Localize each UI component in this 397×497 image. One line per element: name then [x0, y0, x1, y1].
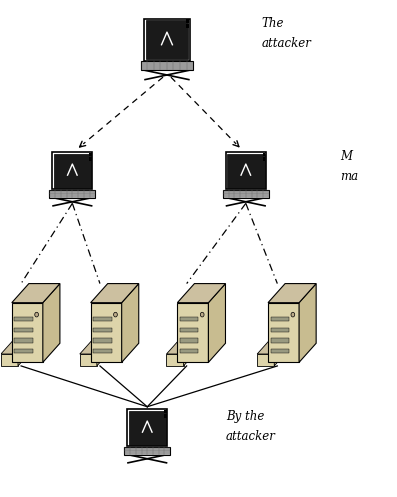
Bar — [270, 338, 289, 342]
Polygon shape — [166, 340, 195, 354]
Bar — [93, 328, 112, 332]
Polygon shape — [121, 284, 139, 362]
Bar — [227, 154, 264, 188]
Bar — [180, 328, 198, 332]
Circle shape — [35, 312, 39, 317]
Bar — [14, 328, 33, 332]
Polygon shape — [268, 303, 299, 362]
Bar — [52, 152, 92, 189]
Polygon shape — [166, 354, 183, 366]
Bar — [93, 338, 112, 342]
Polygon shape — [80, 354, 97, 366]
Bar — [226, 152, 266, 189]
Bar — [129, 411, 166, 445]
Bar — [93, 349, 112, 353]
Circle shape — [291, 312, 295, 317]
Bar — [262, 153, 266, 156]
Polygon shape — [177, 303, 208, 362]
Polygon shape — [268, 284, 316, 303]
Bar — [270, 328, 289, 332]
Polygon shape — [177, 284, 225, 303]
Bar — [141, 61, 193, 71]
Polygon shape — [97, 340, 109, 366]
Text: By the
attacker: By the attacker — [226, 410, 276, 443]
Bar — [186, 19, 189, 23]
Polygon shape — [183, 340, 195, 366]
Polygon shape — [12, 284, 60, 303]
Bar — [93, 317, 112, 321]
Bar — [223, 189, 269, 198]
Bar — [14, 338, 33, 342]
Bar — [186, 24, 189, 28]
Polygon shape — [43, 284, 60, 362]
Bar — [180, 349, 198, 353]
Polygon shape — [1, 340, 30, 354]
Bar — [127, 409, 167, 446]
Polygon shape — [91, 303, 121, 362]
Bar — [14, 349, 33, 353]
Bar — [144, 19, 190, 61]
Bar — [49, 189, 95, 198]
Polygon shape — [80, 340, 109, 354]
Polygon shape — [208, 284, 225, 362]
Circle shape — [114, 312, 118, 317]
Polygon shape — [12, 303, 43, 362]
Bar — [164, 410, 167, 414]
Polygon shape — [91, 284, 139, 303]
Bar — [89, 157, 92, 161]
Bar — [270, 317, 289, 321]
Bar — [54, 154, 91, 188]
Polygon shape — [257, 354, 274, 366]
Bar — [270, 349, 289, 353]
Bar — [180, 338, 198, 342]
Bar — [164, 414, 167, 417]
Polygon shape — [257, 340, 286, 354]
Bar — [89, 153, 92, 156]
Bar — [14, 317, 33, 321]
Bar — [146, 20, 188, 59]
Polygon shape — [18, 340, 30, 366]
Polygon shape — [1, 354, 18, 366]
Bar — [124, 447, 170, 455]
Text: M
ma: M ma — [340, 151, 358, 183]
Circle shape — [200, 312, 204, 317]
Polygon shape — [299, 284, 316, 362]
Polygon shape — [274, 340, 286, 366]
Bar — [262, 157, 266, 161]
Bar — [180, 317, 198, 321]
Text: The
attacker: The attacker — [262, 17, 312, 50]
